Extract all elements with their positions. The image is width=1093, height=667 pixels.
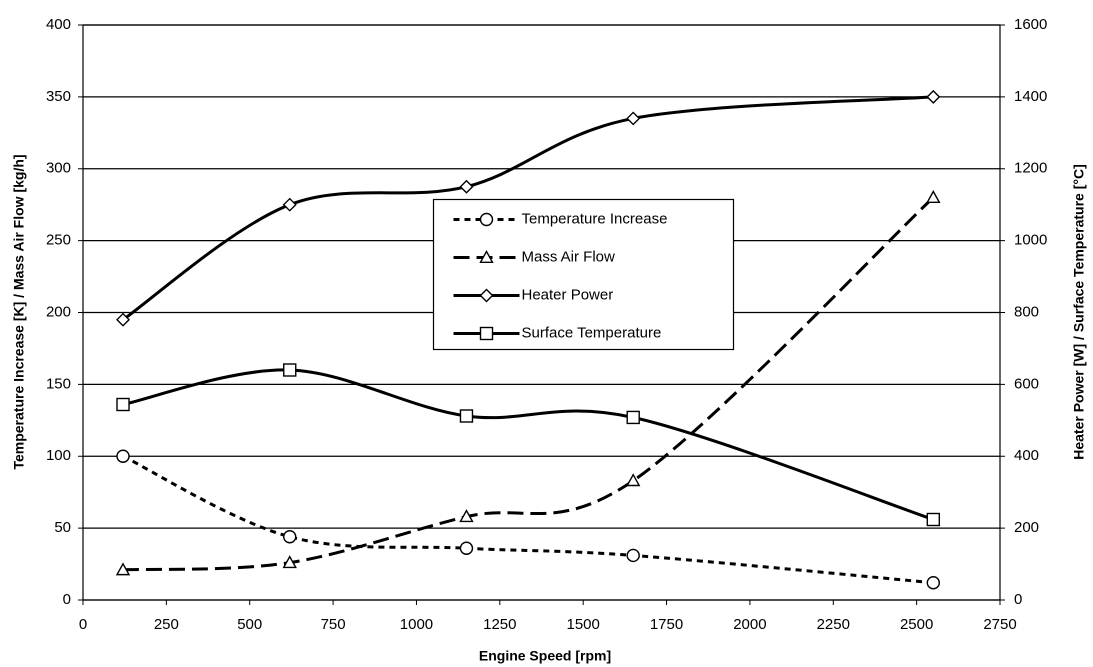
y-tick-label: 100 [46,447,71,464]
y2-axis-label: Heater Power [W] / Surface Temperature [… [1071,164,1087,460]
marker [626,111,641,126]
marker [479,288,494,303]
series-line [122,368,934,521]
y-axis-label: Temperature Increase [K] / Mass Air Flow… [11,154,27,469]
legend-label: Surface Temperature [522,324,662,341]
y-tick-label: 300 [46,160,71,177]
series-line [122,95,934,321]
y-tick-label: 400 [46,16,71,33]
marker [626,548,640,563]
y2-tick-label: 1400 [1014,88,1047,105]
x-tick-label: 2500 [900,616,933,633]
marker [926,512,941,527]
y2-tick-label: 400 [1014,447,1039,464]
y2-tick-label: 0 [1014,591,1022,608]
y2-tick-label: 1000 [1014,232,1047,249]
y-tick-label: 350 [46,88,71,105]
marker [459,509,474,523]
y2-tick-label: 200 [1014,519,1039,536]
marker [283,363,297,377]
marker [479,326,494,341]
marker [282,197,297,212]
y-tick-label: 50 [54,519,71,536]
y-tick-label: 200 [46,303,71,320]
legend-label: Heater Power [522,286,614,303]
x-tick-label: 1750 [650,616,683,633]
marker [459,541,474,555]
x-tick-label: 2250 [817,616,850,633]
marker [479,212,494,227]
marker [626,410,640,425]
marker [459,409,474,423]
marker [926,190,941,204]
x-tick-label: 250 [154,616,179,633]
y2-tick-label: 800 [1014,303,1039,320]
marker [626,473,641,487]
marker [926,576,941,590]
y2-tick-label: 1200 [1014,160,1047,177]
plot-frame [82,24,1001,601]
x-tick-label: 1000 [400,616,433,633]
legend-label: Mass Air Flow [522,248,616,265]
marker [926,89,941,104]
y-tick-label: 250 [46,232,71,249]
x-tick-label: 500 [237,616,262,633]
marker [479,250,494,263]
x-axis-label: Engine Speed [rpm] [479,648,611,664]
x-tick-label: 1250 [483,616,516,633]
y-tick-label: 150 [46,375,71,392]
legend-label: Temperature Increase [522,210,668,227]
x-tick-label: 2750 [983,616,1016,633]
x-tick-label: 1500 [566,616,599,633]
marker [116,449,130,463]
y2-tick-label: 600 [1014,375,1039,392]
marker [459,179,474,194]
x-tick-label: 2000 [733,616,766,633]
y2-tick-label: 1600 [1014,16,1047,33]
marker [116,312,131,327]
y-tick-label: 0 [63,591,71,608]
marker [282,555,297,569]
marker [283,530,297,544]
x-tick-label: 750 [321,616,346,633]
marker [116,397,130,412]
marker [115,562,131,576]
x-tick-label: 0 [79,616,87,633]
